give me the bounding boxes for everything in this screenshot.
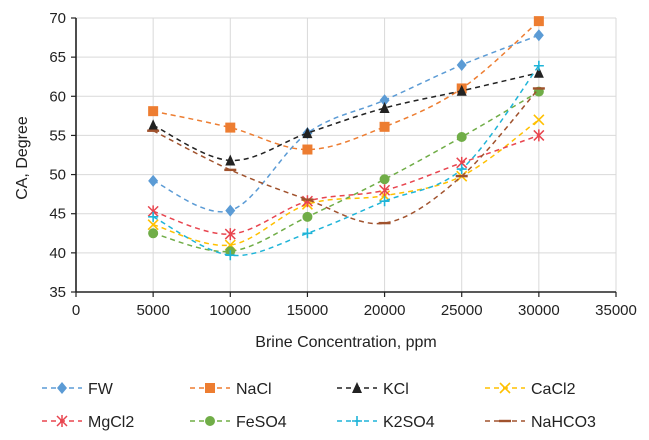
data-point-nacl (148, 106, 159, 117)
legend-label-cacl2: CaCl2 (531, 381, 576, 398)
data-point-mgcl2 (224, 228, 236, 241)
legend-item-nahco3: NaHCO3 (485, 414, 596, 431)
data-point-feso4 (379, 174, 390, 185)
legend-marker-nacl (205, 383, 215, 393)
legend-label-kcl: KCl (383, 381, 409, 398)
y-tick-label: 70 (49, 10, 66, 27)
series-mgcl2 (147, 129, 545, 241)
y-tick-label: 60 (49, 88, 66, 105)
legend-item-mgcl2: MgCl2 (42, 414, 134, 431)
data-point-cacl2 (533, 114, 545, 126)
series-line-mgcl2 (152, 134, 540, 235)
data-point-nacl (533, 16, 544, 27)
data-point-k2so4 (302, 228, 313, 239)
data-point-nacl (225, 122, 236, 133)
data-point-kcl (302, 127, 313, 139)
series-group (147, 16, 545, 261)
y-tick-label: 50 (49, 167, 66, 184)
x-axis-title: Brine Concentration, ppm (255, 334, 436, 351)
series-line-k2so4 (152, 65, 540, 257)
data-point-cacl2 (147, 219, 159, 231)
data-point-kcl (456, 84, 467, 96)
data-point-feso4 (456, 131, 467, 142)
data-point-k2so4 (533, 60, 544, 71)
legend-marker-feso4 (205, 416, 215, 426)
data-point-kcl (379, 102, 390, 114)
series-line-kcl (152, 72, 540, 162)
legend-label-mgcl2: MgCl2 (88, 414, 134, 431)
data-point-kcl (225, 154, 236, 166)
data-point-fw (225, 204, 236, 217)
data-point-k2so4 (456, 164, 467, 175)
y-tick-label: 45 (49, 206, 66, 223)
data-point-mgcl2 (379, 184, 391, 197)
data-point-nacl (302, 144, 313, 155)
legend-label-nahco3: NaHCO3 (531, 414, 596, 431)
data-point-fw (148, 174, 159, 187)
series-line-nacl (152, 20, 540, 151)
x-tick-label: 20000 (364, 302, 406, 319)
legend-item-nacl: NaCl (190, 381, 272, 398)
x-tick-label: 10000 (209, 302, 251, 319)
series-line-nahco3 (152, 87, 540, 225)
data-point-kcl (148, 119, 159, 131)
legend-item-fw: FW (42, 381, 114, 398)
x-tick-label: 5000 (136, 302, 169, 319)
legend-label-feso4: FeSO4 (236, 414, 287, 431)
x-tick-label: 25000 (441, 302, 483, 319)
series-line-fw (152, 34, 540, 213)
legend-marker-fw (57, 382, 67, 394)
legend-marker-cacl2 (499, 382, 511, 394)
x-tick-label: 30000 (518, 302, 560, 319)
data-point-feso4 (148, 228, 159, 239)
legend-item-feso4: FeSO4 (190, 414, 287, 431)
series-kcl (148, 66, 544, 166)
x-tick-label: 35000 (595, 302, 637, 319)
series-nahco3 (147, 87, 545, 225)
series-line-cacl2 (152, 119, 540, 247)
gridlines (76, 17, 617, 293)
series-k2so4 (148, 60, 544, 261)
data-point-k2so4 (379, 196, 390, 207)
data-point-fw (456, 58, 467, 71)
y-tick-label: 65 (49, 49, 66, 66)
legend-item-kcl: KCl (337, 381, 409, 398)
legend-label-k2so4: K2SO4 (383, 414, 435, 431)
y-tick-label: 35 (49, 284, 66, 301)
axes: 0 5000 10000 15000 20000 25000 30000 35000 35 40 4… (49, 10, 637, 319)
data-point-fw (379, 94, 390, 107)
legend-item-k2so4: K2SO4 (337, 414, 435, 431)
data-point-kcl (533, 66, 544, 78)
data-point-nacl (379, 121, 390, 132)
y-tick-label: 40 (49, 245, 66, 262)
series-line-feso4 (152, 90, 540, 253)
data-point-fw (533, 29, 544, 42)
legend-marker-k2so4 (352, 416, 362, 426)
y-tick-label: 55 (49, 127, 66, 144)
data-point-feso4 (302, 211, 313, 222)
x-tick-label: 0 (72, 302, 80, 319)
x-tick-label: 15000 (287, 302, 329, 319)
data-point-k2so4 (148, 211, 159, 222)
legend-label-nacl: NaCl (236, 381, 272, 398)
legend: FW NaCl KCl CaCl2 MgCl2 FeSO4 K2SO4 NaHCO3 (42, 381, 596, 431)
data-point-k2so4 (225, 250, 236, 261)
legend-label-fw: FW (88, 381, 114, 398)
legend-item-cacl2: CaCl2 (485, 381, 576, 398)
y-axis-title: CA, Degree (14, 116, 31, 200)
legend-marker-kcl (352, 382, 362, 393)
legend-marker-mgcl2 (56, 415, 68, 427)
data-point-mgcl2 (533, 129, 545, 142)
